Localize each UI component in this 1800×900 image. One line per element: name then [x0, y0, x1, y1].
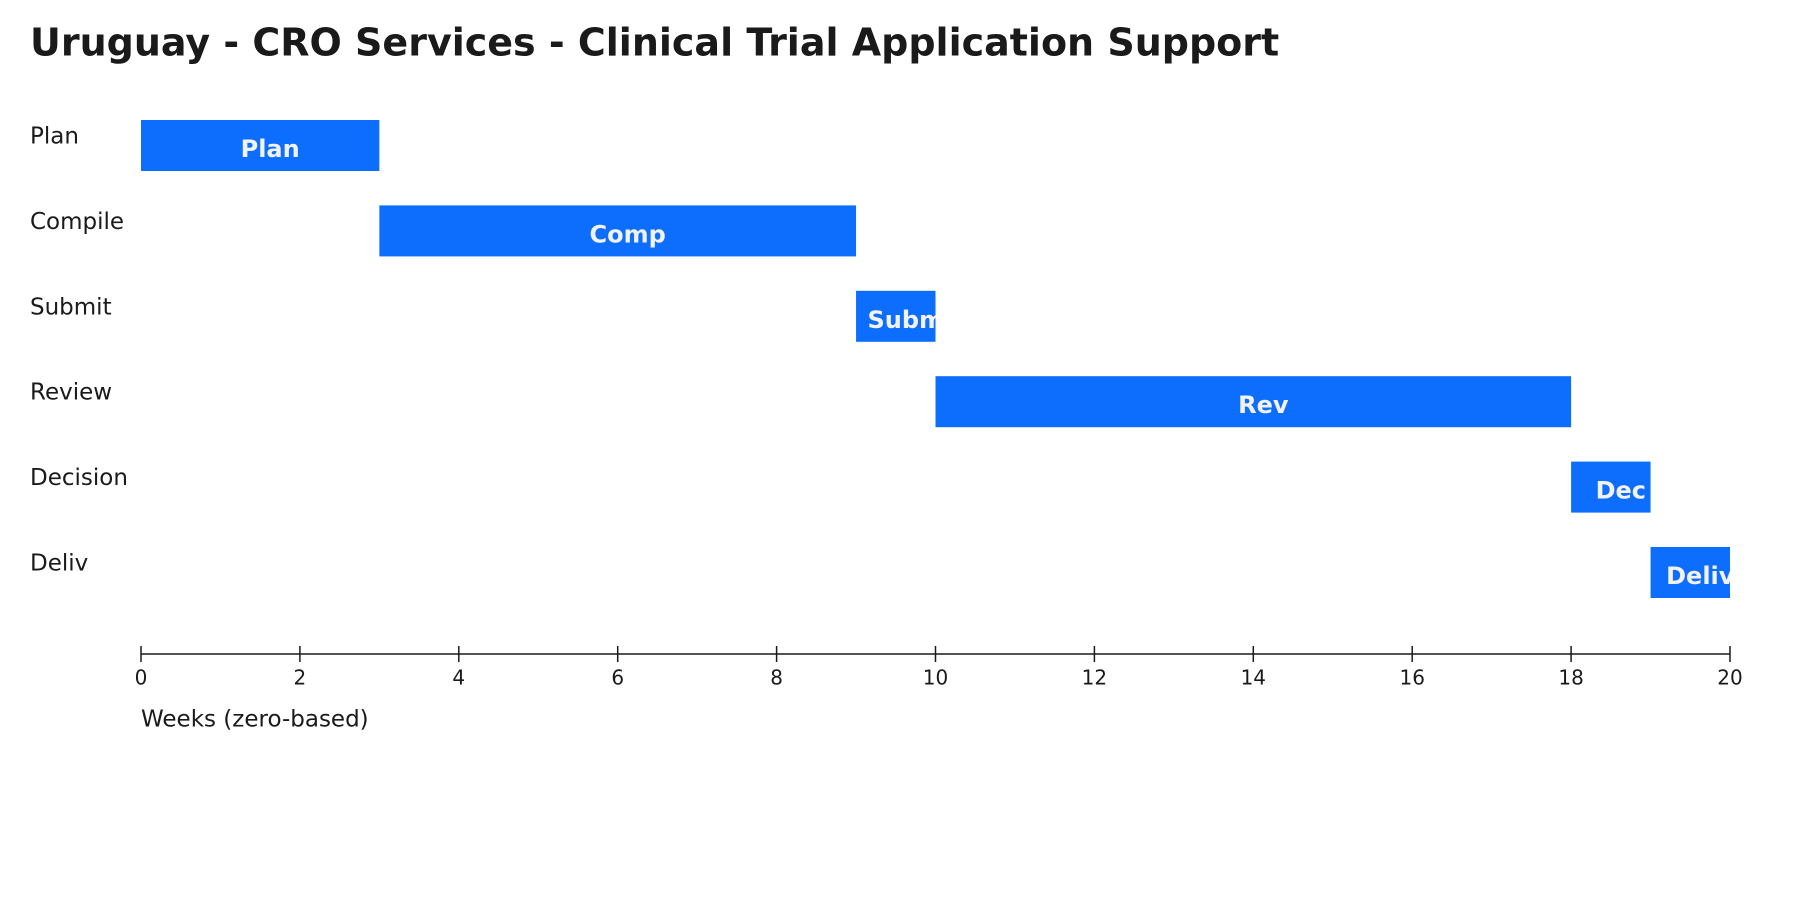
x-tick-label: 4 [452, 666, 465, 690]
x-tick-label: 18 [1558, 666, 1583, 690]
row-label: Decision [30, 465, 128, 491]
x-tick-label: 8 [770, 666, 783, 690]
bar [379, 205, 857, 257]
bar-label: Deliv [1666, 562, 1735, 590]
x-tick-label: 2 [294, 666, 307, 690]
row-label: Deliv [30, 551, 88, 577]
row-label: Review [30, 380, 112, 406]
x-tick-label: 20 [1717, 666, 1742, 690]
bar [141, 120, 380, 171]
row-label: Plan [30, 124, 79, 150]
bar [1571, 461, 1651, 513]
x-axis-label: Weeks (zero-based) [141, 707, 369, 733]
x-tick-label: 10 [923, 666, 948, 690]
x-tick-label: 0 [135, 666, 148, 690]
bar-label: Plan [241, 135, 300, 163]
x-tick-label: 16 [1399, 666, 1424, 690]
chart-title: Uruguay - CRO Services - Clinical Trial … [30, 21, 1279, 65]
bar-label: Comp [590, 220, 666, 248]
bar-label: Dec [1596, 477, 1646, 505]
row-label: Compile [30, 209, 124, 235]
bar [1650, 547, 1730, 598]
x-tick-label: 12 [1082, 666, 1107, 690]
bar [935, 376, 1572, 428]
bar [856, 290, 936, 342]
bar-label: Subm [867, 306, 944, 334]
bar-label: Rev [1238, 391, 1289, 419]
x-tick-label: 6 [611, 666, 624, 690]
x-tick-label: 14 [1241, 666, 1266, 690]
row-label: Submit [30, 294, 112, 320]
